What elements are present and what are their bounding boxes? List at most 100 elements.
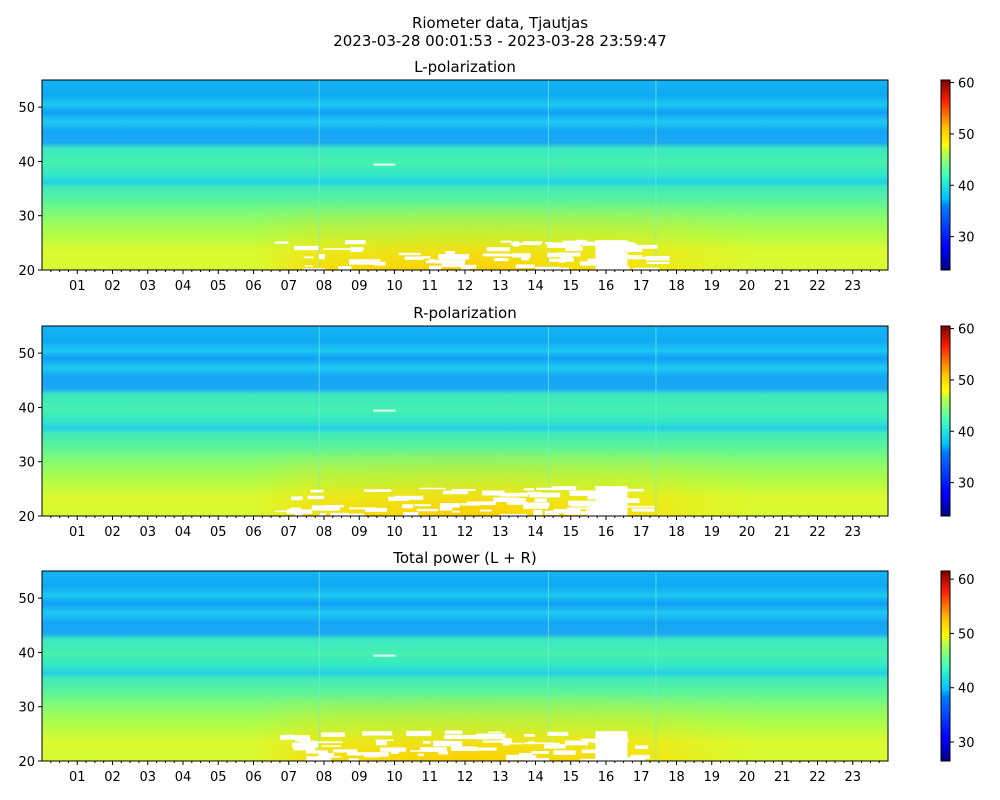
- saturation-gap: [307, 495, 325, 500]
- colorbar: 30 40 50 60: [940, 77, 975, 271]
- interference-line: [547, 326, 550, 516]
- saturation-gap: [523, 506, 548, 509]
- saturation-gap: [585, 490, 598, 495]
- saturation-gap: [294, 737, 311, 742]
- panel-title: Total power (L + R): [392, 549, 537, 567]
- saturation-gap: [646, 261, 670, 264]
- x-tick-label: 05: [210, 525, 227, 540]
- x-tick-label: 18: [668, 525, 685, 540]
- x-tick-label: 17: [633, 770, 650, 785]
- x-tick-label: 10: [386, 770, 403, 785]
- saturation-gap: [618, 498, 640, 503]
- saturation-gap: [306, 756, 332, 761]
- saturation-gap: [291, 742, 319, 748]
- x-tick-label: 06: [245, 525, 262, 540]
- saturation-gap: [502, 740, 510, 746]
- x-tick-label: 06: [245, 770, 262, 785]
- saturation-gap: [595, 486, 628, 516]
- x-tick-label: 16: [598, 279, 615, 294]
- saturation-gap: [318, 752, 334, 757]
- saturation-gap: [523, 742, 555, 745]
- colorbar-tick-label: 50: [958, 627, 975, 642]
- heatmap-panel-2: R-polarization 20 30 40 50 01 02 03 04 05 06 07 08 09…: [18, 304, 974, 540]
- saturation-gap: [500, 240, 512, 243]
- x-tick-label: 02: [104, 770, 121, 785]
- x-tick-label: 17: [633, 279, 650, 294]
- saturation-gap: [290, 496, 303, 501]
- saturation-gap: [587, 258, 598, 262]
- figure-title: Riometer data, Tjautjas: [411, 14, 589, 32]
- colorbar: 30 40 50 60: [940, 323, 975, 517]
- saturation-gap: [486, 247, 510, 252]
- saturation-gap: [333, 749, 358, 753]
- saturation-gap: [547, 731, 569, 736]
- saturation-gap: [451, 488, 476, 491]
- saturation-gap: [551, 254, 576, 257]
- saturation-gap: [630, 754, 650, 759]
- y-tick-label: 30: [18, 456, 35, 471]
- colorbar-tick-label: 30: [958, 736, 975, 751]
- saturation-gap: [566, 507, 597, 510]
- saturation-gaps: [275, 409, 655, 518]
- saturation-gap: [521, 255, 530, 261]
- saturation-gap: [403, 512, 419, 518]
- saturation-gap: [364, 507, 387, 512]
- saturation-gap: [555, 267, 569, 272]
- x-tick-label: 20: [739, 770, 756, 785]
- colorbar-tick-label: 60: [958, 323, 975, 338]
- x-tick-label: 20: [739, 525, 756, 540]
- interference-line: [318, 80, 320, 270]
- saturation-gap: [323, 248, 353, 250]
- x-tick-label: 16: [598, 770, 615, 785]
- y-tick-label: 50: [18, 592, 35, 607]
- saturation-gap: [624, 757, 635, 759]
- saturation-gap: [303, 256, 314, 259]
- saturation-gap: [464, 264, 477, 269]
- x-tick-label: 01: [69, 525, 86, 540]
- saturation-gap: [432, 741, 463, 747]
- y-tick-label: 40: [18, 646, 35, 661]
- saturation-gap: [622, 505, 655, 508]
- x-tick-label: 22: [809, 525, 826, 540]
- saturation-gap: [402, 504, 414, 509]
- saturation-gap: [316, 741, 343, 744]
- saturation-gap: [305, 750, 328, 754]
- saturation-gap: [493, 258, 509, 262]
- saturation-gap: [523, 488, 535, 491]
- saturation-gap: [279, 735, 310, 740]
- saturation-gap: [531, 751, 549, 754]
- saturation-gap: [505, 742, 524, 745]
- saturation-gap: [510, 242, 541, 246]
- saturation-gap: [646, 255, 670, 261]
- saturation-gap: [324, 755, 341, 758]
- saturation-gap: [450, 746, 478, 751]
- x-tick-label: 20: [739, 279, 756, 294]
- x-tick-label: 09: [351, 770, 368, 785]
- saturation-gap: [635, 745, 649, 749]
- saturation-gap: [467, 501, 496, 506]
- x-tick-label: 19: [703, 525, 720, 540]
- x-tick-label: 16: [598, 525, 615, 540]
- saturation-gap: [434, 259, 466, 264]
- saturation-gap: [294, 513, 303, 518]
- y-tick-label: 20: [18, 755, 35, 770]
- saturation-gap: [479, 509, 492, 512]
- saturation-gap: [438, 254, 470, 260]
- y-tick-label: 20: [18, 264, 35, 279]
- saturation-gap: [293, 746, 315, 751]
- saturation-gap: [364, 752, 389, 757]
- saturation-gap: [318, 254, 325, 260]
- x-tick-label: 09: [351, 279, 368, 294]
- x-tick-label: 07: [280, 279, 297, 294]
- saturation-gap: [549, 258, 575, 262]
- saturation-gap: [536, 487, 565, 491]
- x-tick-label: 11: [421, 525, 438, 540]
- y-tick-label: 30: [18, 701, 35, 716]
- saturation-gap: [348, 758, 359, 762]
- saturation-gap: [422, 256, 431, 259]
- y-tick-label: 50: [18, 101, 35, 116]
- x-tick-label: 18: [668, 279, 685, 294]
- heatmap-panel-1: L-polarization 20 30 40 50 01 02 03 04 05 06 07 08 09…: [18, 58, 974, 294]
- saturation-gap: [321, 745, 342, 747]
